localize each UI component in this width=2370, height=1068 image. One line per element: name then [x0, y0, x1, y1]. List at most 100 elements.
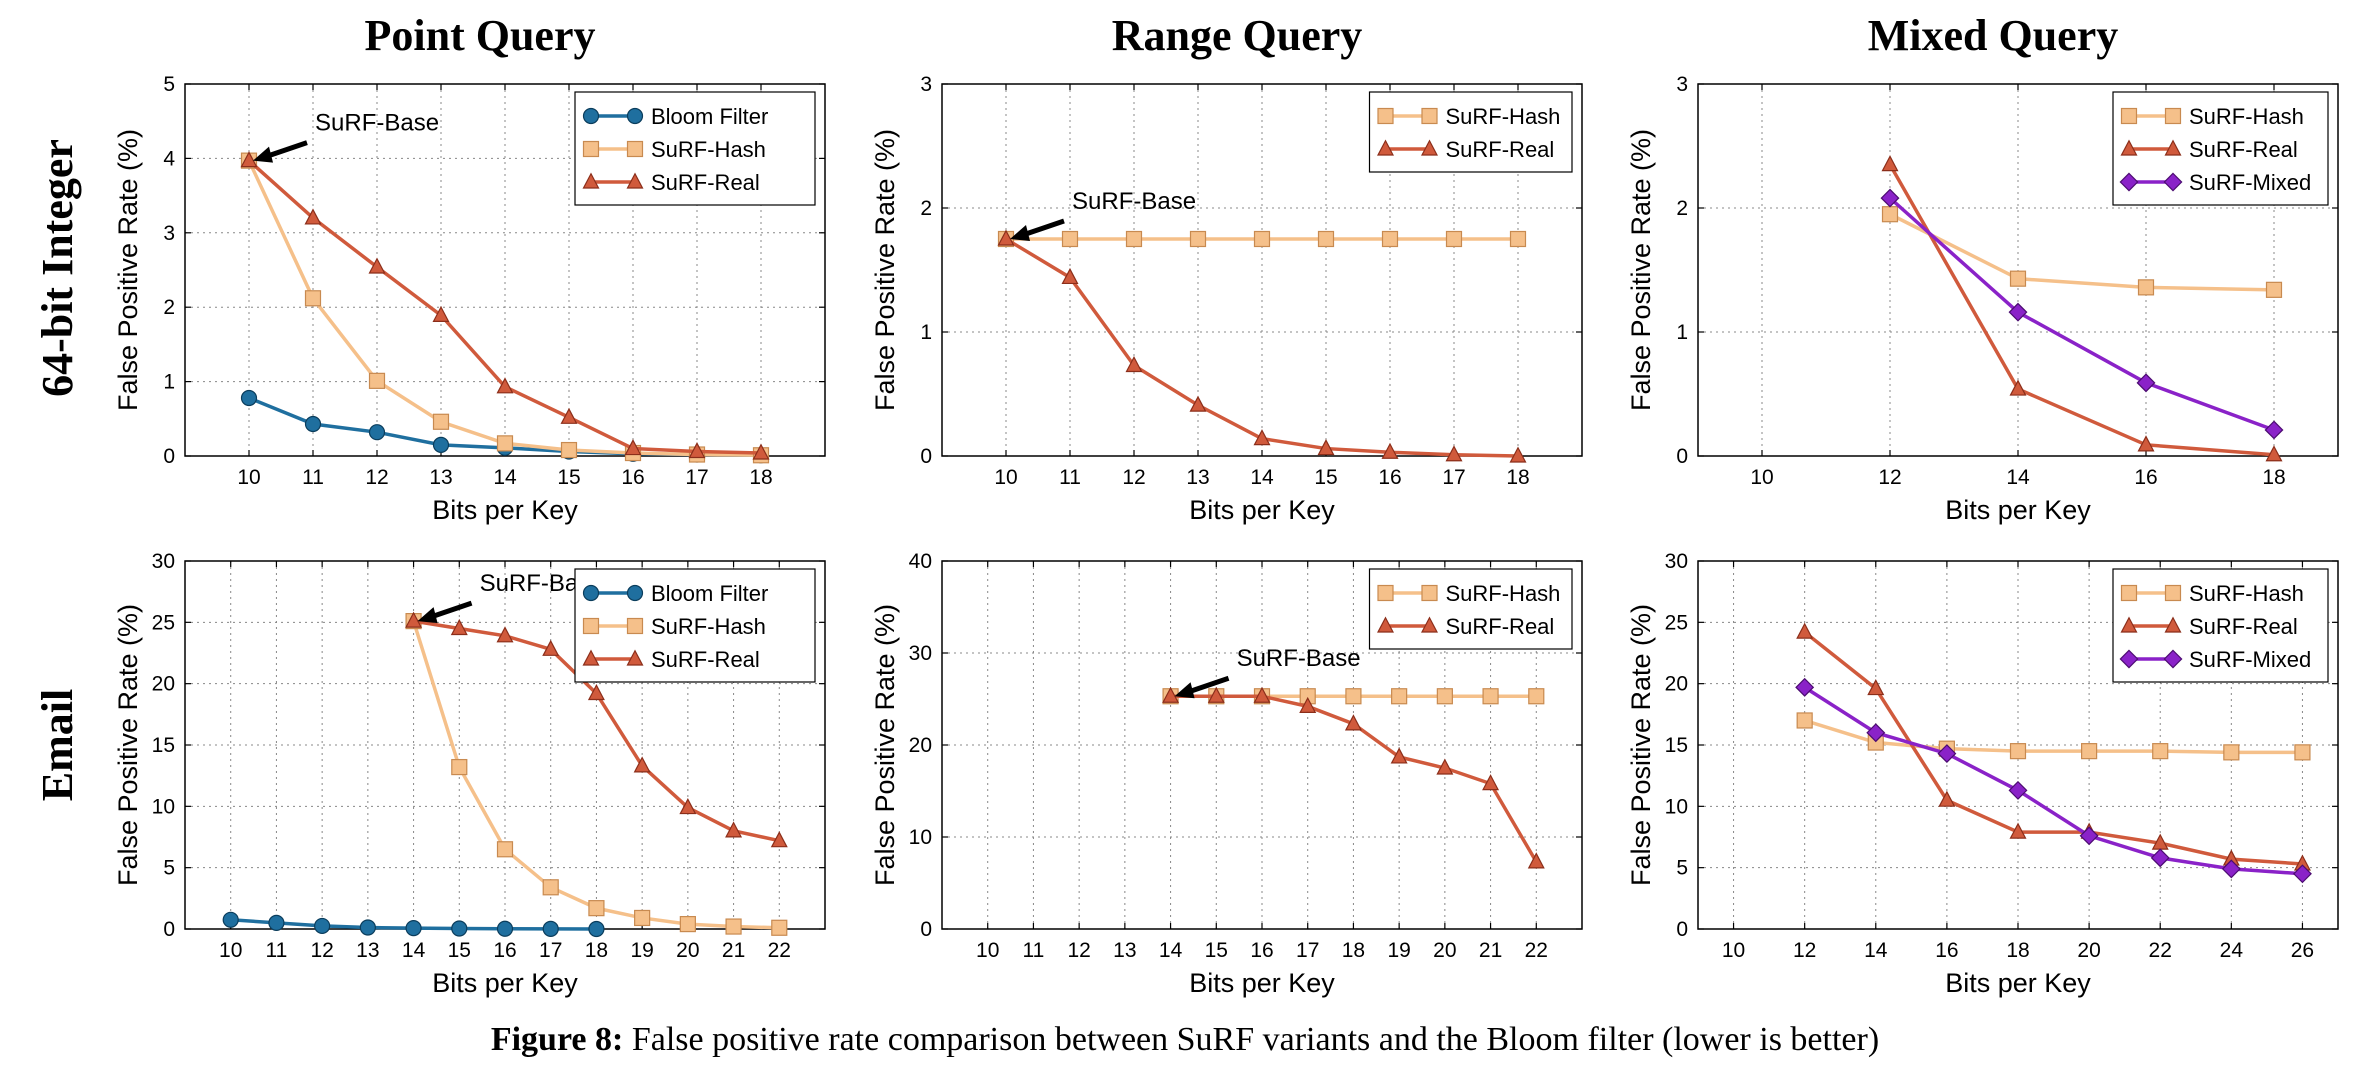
- legend-label: SuRF-Mixed: [2189, 647, 2311, 672]
- x-tick-label: 14: [493, 466, 517, 489]
- data-point: [2079, 826, 2099, 846]
- x-tick-label: 17: [1296, 939, 1319, 962]
- data-point: [2292, 864, 2312, 884]
- data-point: [240, 389, 258, 407]
- data-point: [2008, 780, 2028, 800]
- data-point: [2136, 373, 2156, 393]
- x-tick-label: 14: [2006, 466, 2030, 489]
- data-point: [1938, 790, 1956, 807]
- data-point: [679, 915, 696, 933]
- data-point: [1881, 206, 1899, 223]
- x-tick-label: 22: [768, 939, 791, 962]
- data-point: [368, 257, 386, 274]
- data-point: [1482, 688, 1499, 705]
- x-tick-label: 15: [1314, 466, 1337, 489]
- data-point: [2009, 270, 2027, 287]
- legend-marker: [1377, 616, 1394, 633]
- caption-label: Figure 8:: [491, 1021, 624, 1058]
- x-tick-label: 12: [1067, 939, 1090, 962]
- legend-marker: [626, 107, 644, 125]
- y-tick-label: 1: [920, 321, 932, 344]
- data-point: [451, 758, 468, 776]
- x-tick-label: 19: [1387, 939, 1410, 962]
- data-point: [304, 290, 322, 307]
- x-axis-label: Bits per Key: [432, 495, 578, 525]
- legend-marker: [2164, 584, 2182, 602]
- legend-label: SuRF-Hash: [651, 614, 766, 639]
- legend-box: [1368, 91, 1573, 173]
- plot-frame: [1697, 83, 2339, 457]
- data-point: [587, 683, 605, 701]
- legend-marker: [582, 649, 600, 666]
- plot-frame: [941, 560, 1583, 930]
- x-tick-label: 11: [266, 939, 288, 962]
- data-point: [679, 798, 697, 815]
- x-tick-label: 18: [749, 466, 772, 489]
- legend-label: SuRF-Real: [2189, 614, 2298, 639]
- y-tick-label: 5: [1676, 857, 1688, 880]
- legend-label: Bloom Filter: [651, 104, 768, 129]
- x-axis-label: Bits per Key: [1945, 968, 2091, 998]
- legend-marker: [1377, 107, 1394, 125]
- row-title-integer: 64-bit Integer: [33, 139, 82, 397]
- data-point: [1253, 429, 1271, 446]
- y-axis-label: False Positive Rate (%): [113, 129, 143, 411]
- col-title-mixed: Mixed Query: [1868, 11, 2119, 60]
- legend-marker: [582, 107, 600, 125]
- data-point: [1880, 188, 1900, 208]
- data-point: [1189, 230, 1207, 248]
- data-point: [1253, 230, 1271, 248]
- data-point: [1162, 686, 1180, 703]
- y-tick-label: 0: [1676, 918, 1688, 941]
- legend-marker: [582, 172, 600, 189]
- x-tick-label: 16: [1378, 466, 1401, 489]
- data-point: [2009, 743, 2027, 760]
- x-tick-label: 12: [1793, 939, 1816, 962]
- data-point: [496, 920, 514, 937]
- data-point: [314, 917, 331, 935]
- y-tick-label: 25: [152, 611, 175, 634]
- legend-marker: [2164, 107, 2182, 125]
- data-point: [1189, 395, 1207, 412]
- data-point: [368, 372, 386, 389]
- y-axis-label: False Positive Rate (%): [870, 129, 900, 411]
- x-tick-label: 10: [1722, 939, 1745, 962]
- y-tick-label: 30: [152, 550, 175, 573]
- data-point: [432, 305, 450, 322]
- y-axis-label: False Positive Rate (%): [870, 604, 900, 886]
- legend-marker: [2120, 584, 2138, 602]
- legend-marker: [582, 617, 600, 635]
- x-tick-label: 18: [2006, 939, 2029, 962]
- data-point: [1381, 442, 1399, 459]
- y-tick-label: 20: [909, 734, 932, 757]
- data-point: [1125, 230, 1143, 248]
- data-point: [1317, 230, 1335, 248]
- legend-label: SuRF-Hash: [651, 137, 766, 162]
- legend-marker: [2164, 139, 2182, 156]
- x-axis-label: Bits per Key: [1189, 495, 1335, 525]
- x-axis-label: Bits per Key: [1945, 495, 2091, 525]
- data-point: [450, 618, 468, 636]
- data-point: [2221, 859, 2241, 879]
- y-tick-label: 0: [163, 918, 175, 941]
- data-point: [1795, 677, 1815, 697]
- x-tick-label: 13: [429, 466, 452, 489]
- y-tick-label: 0: [920, 918, 932, 941]
- legend-label: SuRF-Real: [651, 647, 760, 672]
- data-point: [1881, 155, 1899, 172]
- annotation-arrowhead: [417, 607, 438, 624]
- legend-marker: [2120, 107, 2138, 125]
- x-tick-label: 17: [1442, 466, 1465, 489]
- x-tick-label: 16: [2134, 466, 2157, 489]
- x-tick-label: 18: [585, 939, 608, 962]
- x-tick-label: 15: [448, 939, 471, 962]
- legend-marker: [626, 617, 644, 635]
- y-tick-label: 20: [1665, 673, 1688, 696]
- data-point: [496, 841, 514, 858]
- data-point: [1482, 774, 1500, 791]
- y-tick-label: 0: [163, 445, 175, 468]
- data-point: [588, 920, 605, 938]
